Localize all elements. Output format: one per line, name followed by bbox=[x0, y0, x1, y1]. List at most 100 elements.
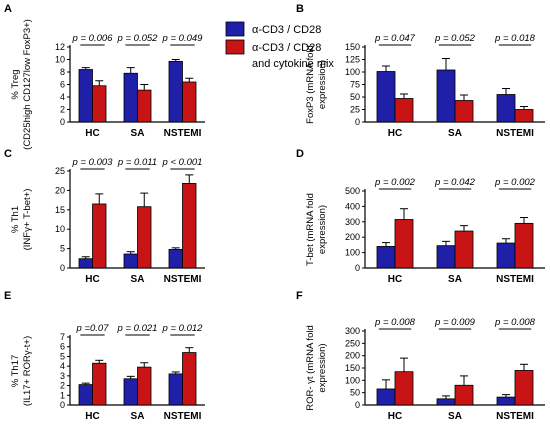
y-tick-label: 400 bbox=[345, 201, 360, 211]
y-tick-label: 100 bbox=[345, 375, 360, 385]
panel-d: D T-bet (mRNA fold expression) 0 100 200 300 40… bbox=[296, 148, 545, 285]
p-value-label: p = 0.006 bbox=[72, 33, 114, 44]
y-tick-label: 5 bbox=[60, 351, 65, 361]
bar bbox=[496, 396, 516, 406]
p-value-label: p = 0.002 bbox=[374, 177, 416, 188]
y-tick-label: 100 bbox=[345, 67, 360, 77]
p-value-label: p < 0.001 bbox=[162, 157, 203, 168]
bar bbox=[394, 98, 414, 123]
y-axis-label: expression) bbox=[317, 205, 328, 254]
legend-label-3: and cytokine mix bbox=[252, 58, 334, 70]
p-value-label: p = 0.012 bbox=[162, 323, 204, 334]
p-value-label: p = 0.008 bbox=[494, 317, 536, 328]
y-axis-label: ROR- γt (mRNA fold bbox=[305, 325, 316, 411]
y-tick-label: 12 bbox=[55, 42, 65, 52]
y-tick-label: 3 bbox=[60, 371, 65, 381]
bar bbox=[496, 94, 516, 123]
bar bbox=[376, 388, 396, 406]
y-tick-label: 200 bbox=[345, 351, 360, 361]
y-tick-label: 0 bbox=[355, 263, 360, 273]
p-value-label: p = 0.049 bbox=[162, 33, 204, 44]
y-tick-label: 125 bbox=[345, 55, 360, 65]
bar bbox=[436, 398, 456, 406]
bar bbox=[123, 253, 138, 269]
y-tick-label: 2 bbox=[60, 105, 65, 115]
bar bbox=[514, 109, 534, 123]
bar bbox=[168, 248, 183, 269]
p-value-label: p = 0.052 bbox=[434, 33, 476, 44]
p-value-label: p = 0.042 bbox=[434, 177, 476, 188]
y-tick-label: 0 bbox=[60, 400, 65, 410]
y-tick-label: 150 bbox=[345, 42, 360, 52]
bar bbox=[92, 85, 107, 123]
legend-label-2: α-CD3 / CD28 bbox=[252, 42, 321, 54]
p-value-label: p = 0.052 bbox=[117, 33, 159, 44]
y-axis-label: % Treg bbox=[10, 69, 21, 99]
p-value-label: p = 0.011 bbox=[117, 157, 157, 168]
bar bbox=[92, 362, 107, 406]
bar bbox=[137, 89, 152, 123]
bar bbox=[454, 384, 474, 406]
panel-letter: D bbox=[296, 148, 304, 160]
category-label: SA bbox=[131, 128, 145, 139]
y-tick-label: 2 bbox=[60, 381, 65, 391]
y-tick-label: 150 bbox=[345, 363, 360, 373]
y-tick-label: 0 bbox=[60, 263, 65, 273]
bar bbox=[123, 378, 138, 406]
bar bbox=[376, 246, 396, 269]
category-label: SA bbox=[448, 128, 462, 139]
category-label: HC bbox=[388, 274, 402, 285]
bar bbox=[376, 71, 396, 123]
y-tick-label: 6 bbox=[60, 342, 65, 352]
y-tick-label: 0 bbox=[60, 117, 65, 127]
category-label: NSTEMI bbox=[164, 411, 202, 422]
category-label: NSTEMI bbox=[496, 274, 534, 285]
bar bbox=[454, 230, 474, 269]
y-tick-label: 300 bbox=[345, 217, 360, 227]
y-tick-label: 20 bbox=[55, 185, 65, 195]
bar bbox=[137, 206, 152, 269]
p-value-label: p = 0.018 bbox=[494, 33, 536, 44]
legend-swatch-blue bbox=[225, 21, 245, 37]
y-tick-label: 50 bbox=[350, 92, 360, 102]
y-tick-label: 50 bbox=[350, 388, 360, 398]
y-tick-label: 0 bbox=[355, 117, 360, 127]
bar bbox=[514, 222, 534, 269]
p-value-label: p = 0.021 bbox=[117, 323, 158, 334]
bar bbox=[78, 69, 93, 123]
panel-b: B FoxP3 (mRNA fold expression) 0 25 50 75 100 12… bbox=[296, 3, 545, 139]
bar bbox=[168, 60, 183, 123]
category-label: HC bbox=[85, 411, 99, 422]
y-tick-label: 300 bbox=[345, 326, 360, 336]
p-value-label: p = 0.002 bbox=[494, 177, 536, 188]
y-axis-label: T-bet (mRNA fold bbox=[305, 193, 316, 266]
y-axis-label: (INFγ+ T-bet+) bbox=[22, 189, 33, 251]
p-value-label: p = 0.003 bbox=[72, 157, 114, 168]
panel-letter: B bbox=[296, 3, 304, 15]
bar bbox=[78, 258, 93, 269]
p-value-label: p =0.07 bbox=[76, 323, 110, 334]
y-tick-label: 500 bbox=[345, 186, 360, 196]
y-axis-label: (CD25high CD127low FoxP3+) bbox=[22, 19, 33, 150]
y-axis-label: expression) bbox=[317, 60, 328, 109]
bar bbox=[123, 72, 138, 123]
panel-letter: C bbox=[4, 148, 12, 160]
bar bbox=[92, 203, 107, 269]
y-tick-label: 10 bbox=[55, 55, 65, 65]
y-axis-label: expression) bbox=[317, 343, 328, 392]
category-label: NSTEMI bbox=[164, 274, 202, 285]
p-value-label: p = 0.009 bbox=[434, 317, 476, 328]
y-tick-label: 4 bbox=[60, 361, 65, 371]
y-tick-label: 75 bbox=[350, 80, 360, 90]
y-axis-label: % Th1 bbox=[10, 206, 21, 233]
panel-f: F ROR- γt (mRNA fold expression) 0 50 100 150 2… bbox=[296, 290, 545, 422]
bar bbox=[78, 384, 93, 406]
bar bbox=[168, 373, 183, 406]
y-tick-label: 0 bbox=[355, 400, 360, 410]
y-axis-label: (IL17+ RORγ-t+) bbox=[22, 336, 33, 406]
y-tick-label: 5 bbox=[60, 244, 65, 254]
y-tick-label: 1 bbox=[60, 390, 65, 400]
bar bbox=[137, 366, 152, 406]
